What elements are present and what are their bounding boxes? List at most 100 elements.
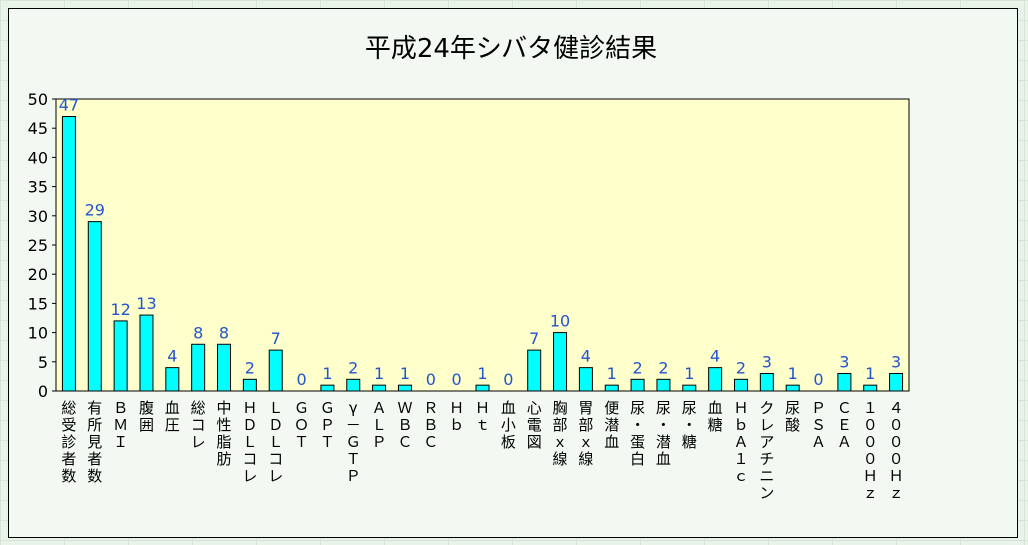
bar [785,384,800,392]
bar [837,372,852,392]
bar [578,367,593,392]
y-tick-label: 15 [28,294,48,313]
category-label: ＬＤＬコレ [268,399,283,485]
category-label: 尿・蛋白 [630,399,645,468]
bar [372,384,387,392]
data-label: 3 [891,352,901,371]
category-label: クレアチニン [759,399,774,502]
data-label: 4 [710,347,720,366]
y-tick-label: 20 [28,265,48,284]
data-label: 1 [374,364,384,383]
bar [475,384,490,392]
data-label: 29 [85,201,105,220]
data-label: 0 [503,370,513,389]
bar [242,378,257,392]
category-label: γ －ＧＴＰ [346,399,361,485]
category-label: ＣＥＡ [837,399,852,451]
y-tick-label: 45 [28,119,48,138]
data-label: 1 [400,364,410,383]
bar [733,378,748,392]
y-tick-label: 0 [38,382,48,401]
category-label: ＧＯＴ [294,399,309,451]
data-label: 13 [136,294,156,313]
bar [320,384,335,392]
y-tick-label: 30 [28,207,48,226]
chart-title: 平成24年シバタ健診結果 [365,34,657,64]
data-label: 2 [632,358,642,377]
data-label: 8 [193,323,203,342]
data-label: 0 [426,370,436,389]
data-label: 1 [322,364,332,383]
category-label: ４０００Ｈｚ [889,399,904,502]
bar [191,343,206,392]
plot-area [55,98,910,392]
category-label: 有所見者数 [87,399,102,485]
data-label: 0 [452,370,462,389]
y-tick-label: 40 [28,148,48,167]
category-label: 血小板 [501,399,516,451]
category-label: ＰＳＡ [811,399,826,451]
bar [87,221,102,392]
y-tick-label: 35 [28,178,48,197]
y-tick-label: 50 [28,90,48,109]
bar [139,314,154,392]
bars [61,116,904,392]
category-label: ＨＤＬコレ [242,399,257,485]
data-label: 47 [59,96,79,115]
bar [61,116,76,392]
bar [708,367,723,392]
chart-frame: 平成24年シバタ健診結果 0 5 10 15 20 25 30 35 40 45 50 47 29 12… [8,8,1018,538]
bar [217,343,232,392]
category-label: １０００Ｈｚ [863,399,878,502]
category-label: 便潜血 [604,399,619,451]
bar [604,384,619,392]
data-label: 1 [788,364,798,383]
data-label: 2 [348,358,358,377]
category-label: 尿・潜血 [656,399,671,468]
category-label: 尿・糖 [682,399,697,451]
data-label: 4 [167,347,177,366]
category-label: 尿酸 [785,399,800,434]
category-label: 総コレ [191,399,206,451]
bar [759,372,774,392]
y-tick-label: 10 [28,324,48,343]
data-label: 0 [296,370,306,389]
bar [553,332,568,392]
bar [346,378,361,392]
data-label: 12 [110,300,130,319]
category-label: 胃部ｘ線 [578,399,593,468]
bar [165,367,180,392]
data-label: 10 [550,312,570,331]
data-label: 2 [736,358,746,377]
category-label: Ｈｔ [475,399,490,434]
bar [656,378,671,392]
data-label: 1 [684,364,694,383]
bar [863,384,878,392]
bar [682,384,697,392]
category-label: 総受診者数 [61,399,76,485]
data-label: 7 [271,329,281,348]
data-label: 2 [658,358,668,377]
category-label: ＢＭＩ [113,399,128,451]
category-label: Ｈｂ [449,399,464,434]
category-label: ＡＬＰ [372,399,387,451]
category-label: ＧＰＴ [320,399,335,451]
y-tick-label: 25 [28,236,48,255]
category-label: 胸部ｘ線 [553,399,568,468]
data-label: 3 [839,352,849,371]
y-tick-label: 5 [38,353,48,372]
data-label: 4 [581,347,591,366]
category-label: 血圧 [165,399,180,434]
bar [630,378,645,392]
data-label: 8 [219,323,229,342]
category-label: ＷＢＣ [397,399,412,451]
data-label: 3 [762,352,772,371]
data-label: 1 [865,364,875,383]
bar [268,349,283,392]
bar [527,349,542,392]
data-label: 2 [245,358,255,377]
category-label: 心電図 [527,399,542,451]
